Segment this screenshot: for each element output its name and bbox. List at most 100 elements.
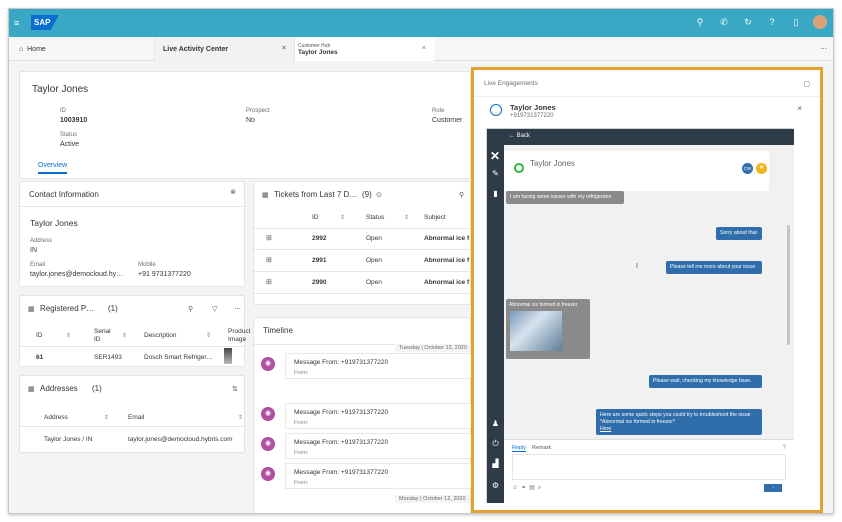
message-image-attachment[interactable]: Abnormal ice formed in freezer (506, 299, 590, 359)
sort-icon[interactable]: ⇕ (340, 215, 346, 221)
sort-icon[interactable]: ⇕ (104, 415, 110, 421)
app-sidebar: ✕ ✎ ▮ ♟ ⏻ ▟ ⚙ (487, 129, 504, 503)
phone-icon[interactable]: ✆ (720, 17, 728, 27)
template-icon[interactable]: ▤ (529, 485, 538, 491)
menu-icon[interactable]: ≡ (14, 18, 20, 28)
close-icon[interactable]: × (421, 45, 426, 52)
ticket-icon: ⊞ (266, 279, 272, 286)
chart-icon[interactable]: ▟ (492, 459, 499, 468)
sort-icon[interactable]: ⇕ (238, 415, 244, 421)
close-icon[interactable]: × (281, 45, 286, 52)
shell-bar: ≡ SAP ⚲ ✆ ↻ ? ▯ (9, 9, 833, 37)
tab-customer-hub[interactable]: Customer Hub Taylor Jones × (294, 37, 434, 61)
help-icon[interactable]: ? (782, 445, 786, 451)
engagement-app: ✕ ✎ ▮ ♟ ⏻ ▟ ⚙ ← Back I am facing some is… (486, 128, 794, 503)
app-window: ≡ SAP ⚲ ✆ ↻ ? ▯ ⌂ Home Live Activity Cen… (8, 8, 834, 514)
message-outgoing: Sorry about that (716, 227, 762, 240)
help-link[interactable]: Here (600, 425, 612, 432)
ticket-icon: ⊞ (266, 235, 272, 242)
message-incoming: I am facing some issues with my refriger… (506, 191, 624, 204)
settings-icon[interactable]: ⚙ (491, 481, 500, 490)
chat-area: I am facing some issues with my refriger… (504, 145, 794, 439)
back-button[interactable]: ← Back (509, 133, 531, 139)
status-value: Active (60, 141, 80, 148)
customer-header: Taylor Jones ID 1003910 Prospect No Role… (19, 71, 471, 179)
sort-icon[interactable]: ⇕ (404, 215, 410, 221)
search-icon[interactable]: ⚲ (696, 17, 704, 27)
help-icon[interactable]: ? (769, 17, 775, 27)
popout-icon[interactable]: ▢ (803, 81, 810, 88)
emoji-icon[interactable]: ☺ (512, 485, 522, 491)
tab-home[interactable]: ⌂ Home (19, 45, 46, 53)
message-icon: ◉ (261, 467, 275, 481)
filter-icon[interactable]: ▽ (212, 306, 218, 313)
home-icon: ⌂ (19, 45, 28, 53)
tab-overview[interactable]: Overview (38, 162, 68, 174)
more-icon[interactable]: ⋯ (820, 46, 827, 53)
tab-remark[interactable]: Remark (532, 445, 552, 451)
scrollbar[interactable] (787, 225, 790, 345)
power-icon[interactable]: ⏻ (492, 439, 499, 448)
search-icon[interactable]: ⚲ (459, 192, 465, 199)
table-icon: ▦ (28, 306, 35, 313)
settings-icon[interactable]: ⊗ (230, 189, 236, 196)
registered-products-card: ▦ Registered P… (1) ⚲ ▽ ⋯ ID ⇕ Serial ID… (19, 295, 250, 367)
attach-icon[interactable]: ⌕ (537, 485, 545, 491)
document-icon[interactable]: ▮ (493, 189, 498, 198)
timeline-item[interactable]: ◉ Message From: +919731377220 From: (261, 403, 475, 431)
table-icon: ▦ (28, 386, 35, 393)
edit-icon[interactable]: ✎ (492, 169, 499, 178)
agent-badge: CW (742, 163, 753, 174)
message-outgoing: Here are some quick steps you could try … (596, 409, 762, 436)
role-value: Customer (432, 117, 463, 124)
attached-photo[interactable] (510, 311, 562, 351)
contact-icon (490, 104, 502, 116)
message-icon: ◉ (261, 357, 275, 371)
timeline-date: Monday | October 12, 2020 (395, 495, 470, 503)
message-outgoing: Please tell me more about your issue (666, 261, 762, 274)
tab-live-activity-center[interactable]: Live Activity Center × (154, 37, 294, 61)
close-icon[interactable]: × (797, 104, 802, 113)
tab-reply[interactable]: Reply (512, 445, 527, 452)
chat-header: Taylor Jones CW ★ (504, 151, 769, 191)
message-icon: ◉ (261, 437, 275, 451)
more-icon[interactable]: ⋯ (234, 306, 241, 313)
star-icon[interactable]: ★ (756, 163, 767, 174)
message-outgoing: Please wait, checking my knowledge base. (649, 375, 762, 388)
app-logo-icon: ✕ (490, 149, 501, 163)
sort-icon[interactable]: ⇕ (66, 333, 72, 339)
info-icon[interactable]: ⊙ (376, 192, 382, 199)
sort-icon[interactable]: ⇅ (232, 386, 238, 393)
person-icon[interactable]: ♟ (491, 419, 500, 428)
timeline-item[interactable]: ◉ Message From: +919731377220 From: (261, 353, 475, 381)
email-link[interactable]: taylor.jones@democloud.hy… (30, 271, 124, 278)
mobile-link[interactable]: +91 9731377220 (138, 271, 191, 278)
live-engagements-panel: Live Engagements ▢ Taylor Jones +9197313… (471, 67, 823, 513)
app-topbar: ← Back (504, 129, 794, 145)
ticket-icon: ⊞ (266, 257, 272, 264)
timeline-item[interactable]: ◉ Message From: +919731377220 From: (261, 433, 475, 461)
prospect-value: No (246, 117, 255, 124)
table-icon: ▦ (262, 192, 269, 199)
text-cursor-icon: I (636, 263, 638, 270)
tickets-card: ▦ Tickets from Last 7 D… (9) ⊙ ⚲ ID ⇕ St… (253, 181, 472, 305)
timeline-item[interactable]: ◉ Message From: +919731377220 From: (261, 463, 475, 491)
customer-id: 1003910 (60, 117, 88, 124)
product-image[interactable] (224, 348, 232, 364)
history-icon[interactable]: ↻ (744, 17, 752, 27)
notification-icon[interactable]: ▯ (793, 17, 799, 27)
message-icon: ◉ (261, 407, 275, 421)
link-icon[interactable]: ⚭ (521, 485, 530, 491)
customer-name: Taylor Jones (32, 84, 89, 95)
contact-information-card: Contact Information ⊗ Taylor Jones Addre… (19, 181, 246, 287)
send-button[interactable]: › (764, 484, 782, 492)
panel-title: Live Engagements (484, 80, 538, 87)
search-icon[interactable]: ⚲ (188, 306, 194, 313)
compose-area: Reply Remark ? ☺⚭▤⌕ › (504, 439, 794, 503)
user-avatar[interactable] (813, 15, 827, 29)
addresses-card: ▦ Addresses (1) ⇅ Address ⇕ Email ⇕ Tayl… (19, 375, 246, 453)
sort-icon[interactable]: ⇕ (122, 333, 128, 339)
reply-input[interactable] (512, 454, 786, 480)
compose-toolbar: ☺⚭▤⌕ (512, 484, 544, 492)
sort-icon[interactable]: ⇕ (206, 333, 212, 339)
